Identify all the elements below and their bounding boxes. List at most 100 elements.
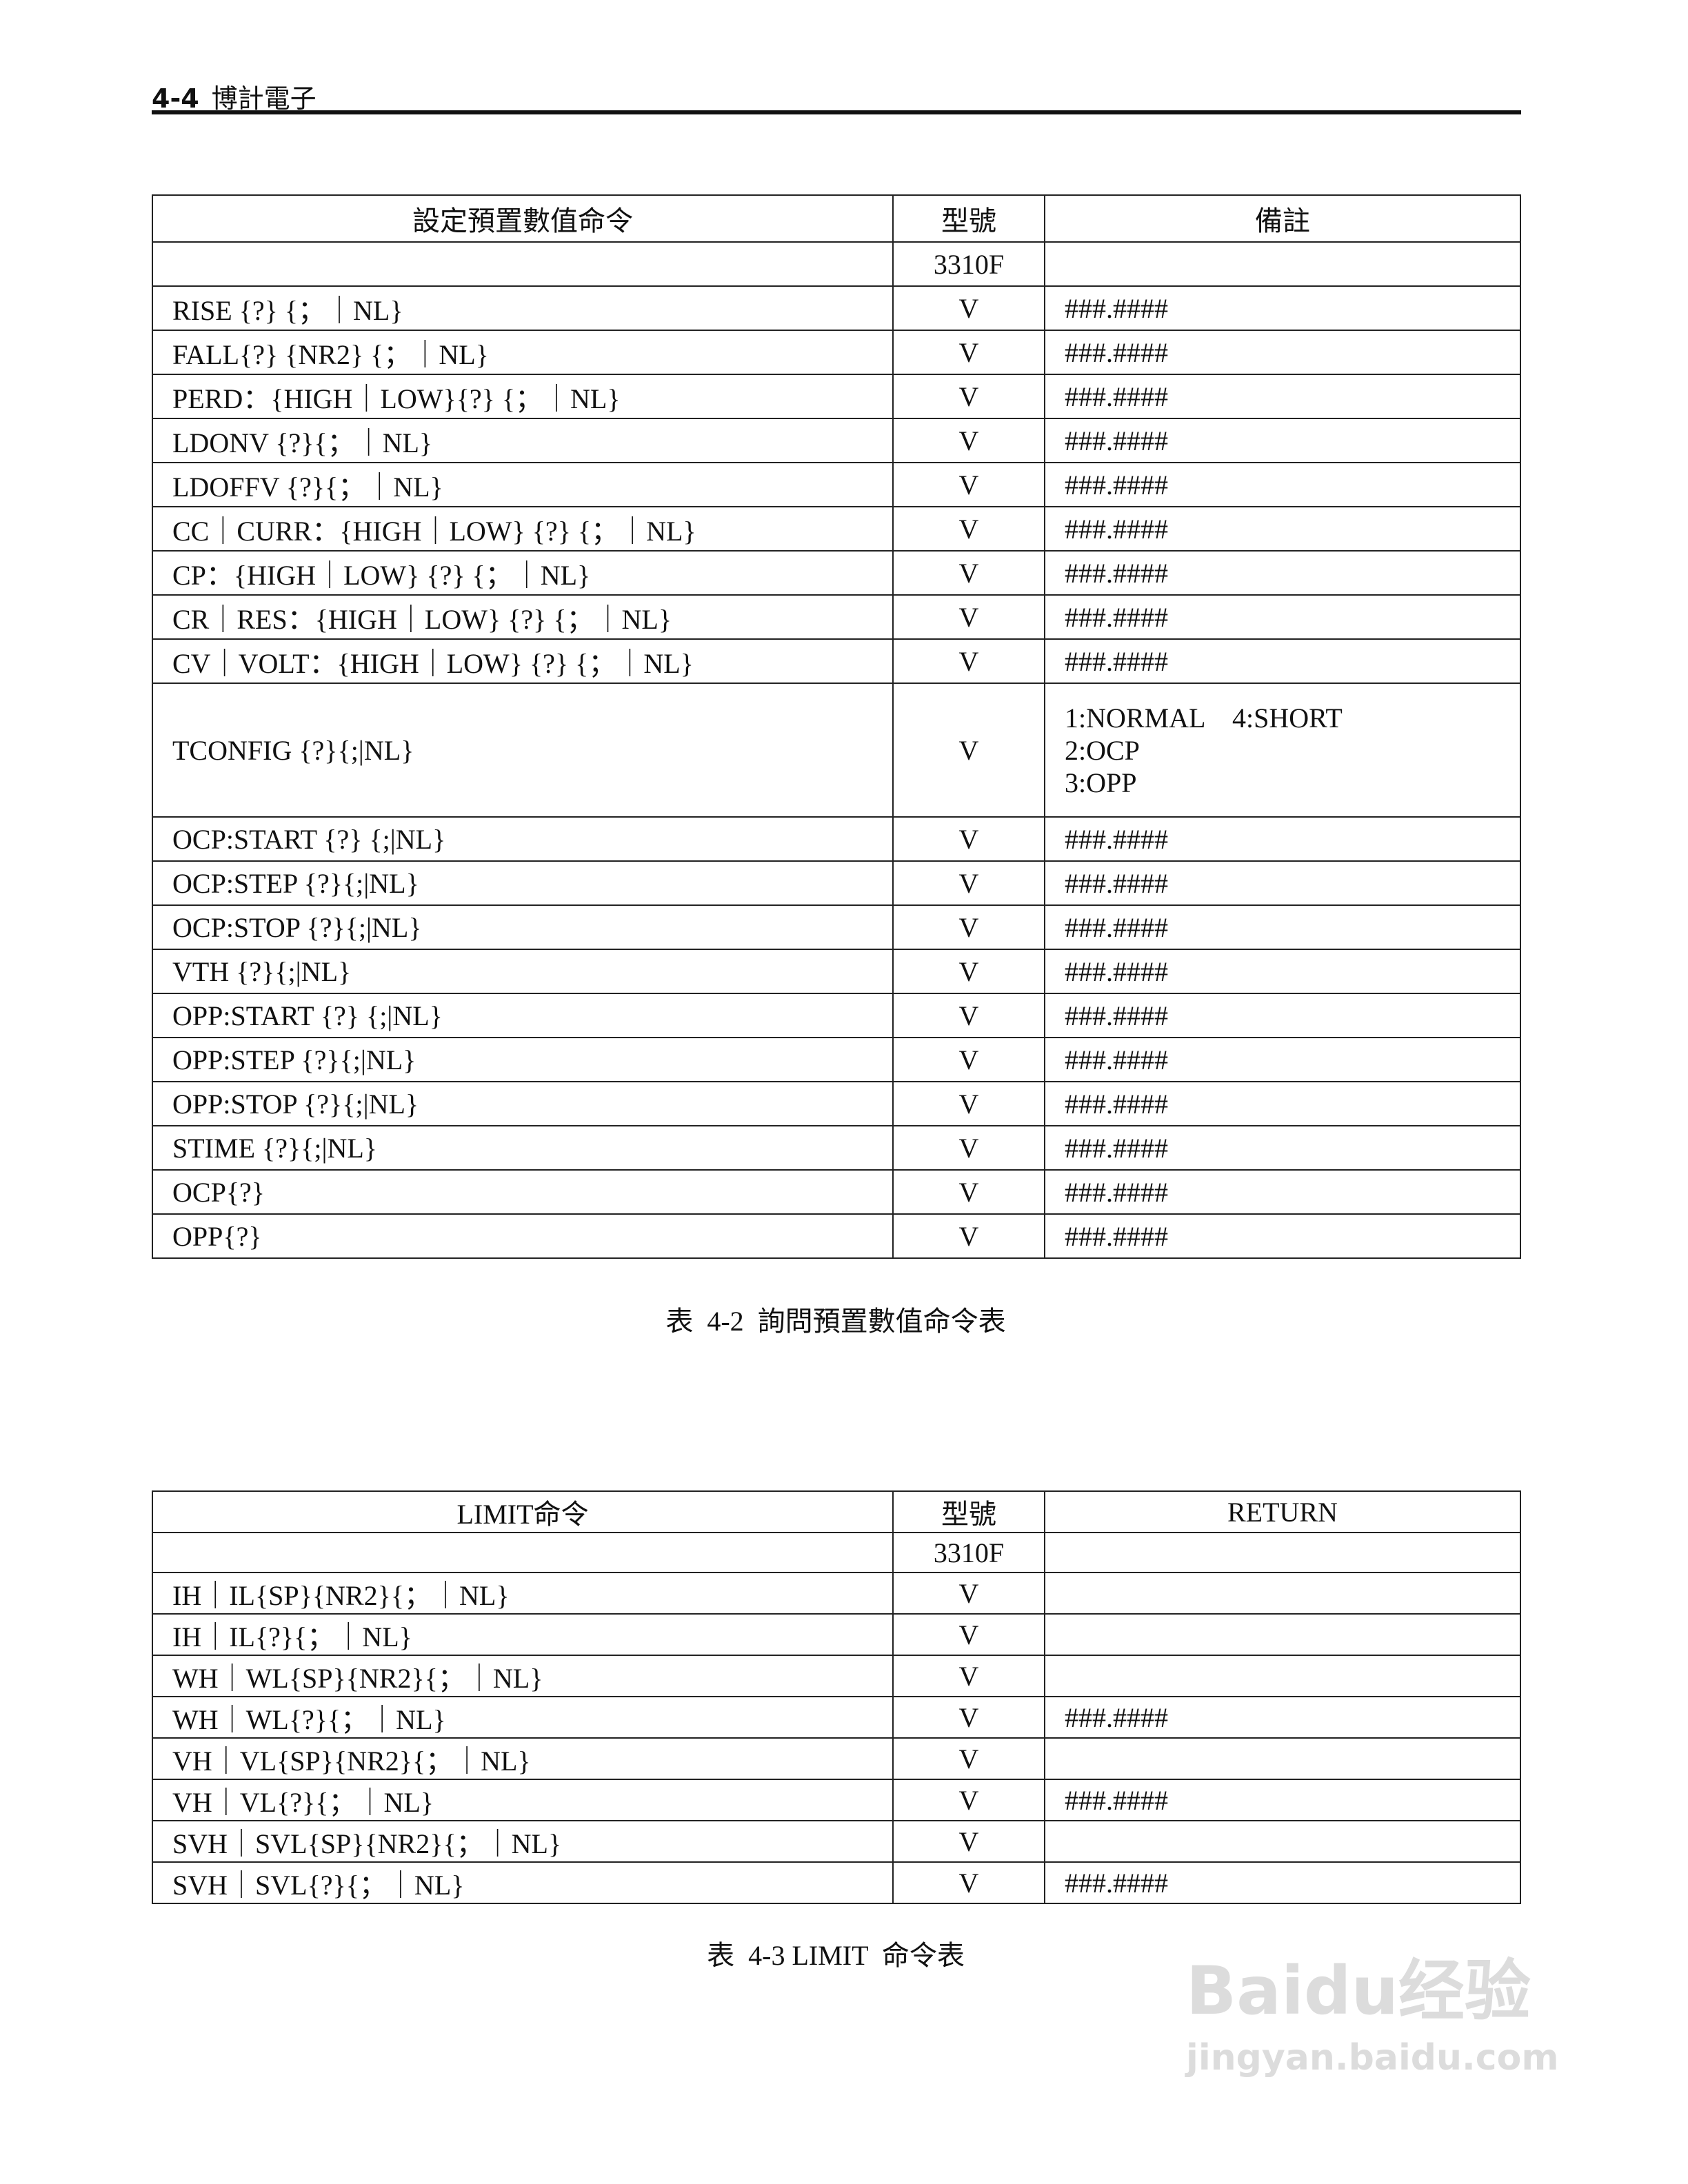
cell: V [892, 285, 1045, 331]
cell: ###.#### [1044, 1081, 1521, 1126]
header-row: 設定預置數值命令 型號 備註 [152, 194, 1521, 243]
cell: ###.#### [1044, 1696, 1521, 1739]
cell: ###.#### [1044, 904, 1521, 950]
row: CR｜RES：{HIGH｜LOW} {?} {；｜NL} V ###.#### [152, 594, 1521, 640]
table-caption: 表 4-3 LIMIT 命令表 [707, 1940, 965, 1971]
cell [1044, 1572, 1521, 1615]
cell: CP：{HIGH｜LOW} {?} {；｜NL} [152, 550, 894, 596]
watermark-brand: Baidu经验 [1186, 1952, 1531, 2030]
cell: WH｜WL{?}{；｜NL} [152, 1696, 894, 1739]
cell [152, 1532, 894, 1573]
cell: FALL{?} {NR2} {；｜NL} [152, 330, 894, 375]
cell: V [892, 904, 1045, 950]
cell: ###.#### [1044, 860, 1521, 906]
cell: ###.#### [1044, 330, 1521, 375]
cell [152, 241, 894, 287]
header-cell: RETURN [1044, 1490, 1521, 1533]
limit-table: LIMIT命令 型號 RETURN 3310F IH｜IL{SP}{NR2}{；｜NL}… [152, 1490, 1521, 1904]
cell-line: 1:NORMAL 4:SHORT [1065, 702, 1343, 734]
cell: OCP:START {?} {;|NL} [152, 816, 894, 862]
cell: IH｜IL{SP}{NR2}{；｜NL} [152, 1572, 894, 1615]
row: SVH｜SVL{SP}{NR2}{；｜NL} V [152, 1820, 1521, 1863]
cell: 1:NORMAL 4:SHORT 2:OCP 3:OPP [1044, 682, 1521, 818]
cell [1044, 1655, 1521, 1697]
cell: V [892, 1861, 1045, 1904]
cell: V [892, 1613, 1045, 1656]
cell: OPP{?} [152, 1213, 894, 1259]
cell: 3310F [892, 1532, 1045, 1573]
cell: OCP:STEP {?}{;|NL} [152, 860, 894, 906]
row: FALL{?} {NR2} {；｜NL} V ###.#### [152, 330, 1521, 375]
cell: V [892, 1169, 1045, 1215]
cell: ###.#### [1044, 1213, 1521, 1259]
row: CC｜CURR：{HIGH｜LOW} {?} {；｜NL} V ###.#### [152, 506, 1521, 552]
cell: ###.#### [1044, 1779, 1521, 1821]
cell: ###.#### [1044, 550, 1521, 596]
cell: CR｜RES：{HIGH｜LOW} {?} {；｜NL} [152, 594, 894, 640]
row: RISE {?} {；｜NL} V ###.#### [152, 285, 1521, 331]
cell: V [892, 594, 1045, 640]
cell: SVH｜SVL{?}{；｜NL} [152, 1861, 894, 1904]
cell: ###.#### [1044, 1125, 1521, 1171]
cell: V [892, 638, 1045, 684]
cell: V [892, 860, 1045, 906]
cell: ###.#### [1044, 462, 1521, 507]
cell: V [892, 550, 1045, 596]
cell: RISE {?} {；｜NL} [152, 285, 894, 331]
cell: WH｜WL{SP}{NR2}{；｜NL} [152, 1655, 894, 1697]
cell-line: 3:OPP [1065, 767, 1137, 798]
cell: OPP:START {?} {;|NL} [152, 993, 894, 1038]
row: STIME {?}{;|NL} V ###.#### [152, 1125, 1521, 1171]
cell: V [892, 1213, 1045, 1259]
row: VH｜VL{SP}{NR2}{；｜NL} V [152, 1737, 1521, 1780]
cell: CV｜VOLT：{HIGH｜LOW} {?} {；｜NL} [152, 638, 894, 684]
row: OPP:START {?} {;|NL} V ###.#### [152, 993, 1521, 1038]
row: OPP:STOP {?}{;|NL} V ###.#### [152, 1081, 1521, 1126]
row: 3310F [152, 1532, 1521, 1573]
cell: STIME {?}{;|NL} [152, 1125, 894, 1171]
cell: ###.#### [1044, 506, 1521, 552]
cell [1044, 1820, 1521, 1863]
row: CP：{HIGH｜LOW} {?} {；｜NL} V ###.#### [152, 550, 1521, 596]
cell: OCP{?} [152, 1169, 894, 1215]
cell: V [892, 330, 1045, 375]
row: SVH｜SVL{?}{；｜NL} V ###.#### [152, 1861, 1521, 1904]
cell: TCONFIG {?}{;|NL} [152, 682, 894, 818]
cell: V [892, 949, 1045, 994]
row: OCP:START {?} {;|NL} V ###.#### [152, 816, 1521, 862]
cell: SVH｜SVL{SP}{NR2}{；｜NL} [152, 1820, 894, 1863]
row: LDOFFV {?}{；｜NL} V ###.#### [152, 462, 1521, 507]
header-row: LIMIT命令 型號 RETURN [152, 1490, 1521, 1533]
cell: ###.#### [1044, 418, 1521, 463]
cell: V [892, 1737, 1045, 1780]
company-name: 博計電子 [211, 83, 316, 114]
cell: V [892, 1820, 1045, 1863]
section-number: 4-4 [152, 83, 199, 114]
cell: V [892, 374, 1045, 419]
row: 3310F [152, 241, 1521, 287]
cell: VH｜VL{?}{；｜NL} [152, 1779, 894, 1821]
cell: V [892, 1125, 1045, 1171]
cell: OCP:STOP {?}{;|NL} [152, 904, 894, 950]
cell [1044, 1532, 1521, 1573]
cell: PERD：{HIGH｜LOW}{?} {；｜NL} [152, 374, 894, 419]
cell: V [892, 506, 1045, 552]
row: LDONV {?}{；｜NL} V ###.#### [152, 418, 1521, 463]
query-table: 設定預置數值命令 型號 備註 3310F RISE {?} {；｜NL} V ###.###… [152, 194, 1521, 1259]
cell: V [892, 418, 1045, 463]
cell: 3310F [892, 241, 1045, 287]
header-cell: 型號 [892, 194, 1045, 243]
row: OPP:STEP {?}{;|NL} V ###.#### [152, 1037, 1521, 1082]
cell: ###.#### [1044, 594, 1521, 640]
header-rule [152, 110, 1521, 114]
row: VH｜VL{?}{；｜NL} V ###.#### [152, 1779, 1521, 1821]
cell-line: 2:OCP [1065, 734, 1140, 766]
header-cell: 備註 [1044, 194, 1521, 243]
cell: V [892, 816, 1045, 862]
cell: VH｜VL{SP}{NR2}{；｜NL} [152, 1737, 894, 1780]
cell [1044, 241, 1521, 287]
row: WH｜WL{SP}{NR2}{；｜NL} V [152, 1655, 1521, 1697]
cell: ###.#### [1044, 285, 1521, 331]
row: PERD：{HIGH｜LOW}{?} {；｜NL} V ###.#### [152, 374, 1521, 419]
cell: LDOFFV {?}{；｜NL} [152, 462, 894, 507]
